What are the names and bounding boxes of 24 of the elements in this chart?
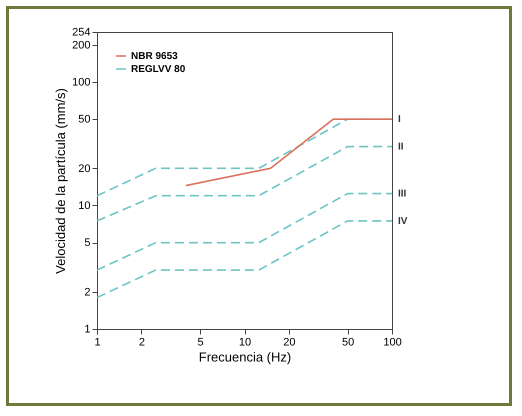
x-tick-label: 50: [342, 336, 354, 348]
y-tick-label: 254: [72, 26, 90, 38]
y-tick-label: 5: [84, 237, 90, 250]
text: I: [398, 114, 401, 126]
y-tick-label: 50: [78, 114, 90, 126]
legend-label: REGLVV 80: [131, 64, 186, 75]
y-tick-label: 100: [72, 76, 90, 88]
x-tick-label: 1: [94, 336, 101, 348]
x-tick-label: 100: [383, 336, 402, 348]
y-axis-title: Velocidad de la partícula (mm/s): [53, 88, 68, 274]
x-tick-label: 5: [198, 336, 204, 348]
x-tick-label: 20: [283, 336, 296, 348]
y-tick-label: 2: [84, 286, 90, 298]
text: IV: [398, 216, 408, 227]
y-tick-label: 10: [78, 200, 90, 212]
legend-label: NBR 9653: [131, 51, 178, 62]
text: III: [398, 188, 407, 200]
x-axis-title: Frecuencia (Hz): [198, 350, 292, 364]
x-tick-label: 10: [238, 336, 252, 348]
y-tick-label: 20: [78, 162, 90, 175]
x-tick-label: 2: [138, 336, 145, 348]
y-tick-label: 1: [84, 324, 90, 336]
y-tick-label: 200: [72, 39, 90, 52]
text: II: [398, 142, 404, 153]
